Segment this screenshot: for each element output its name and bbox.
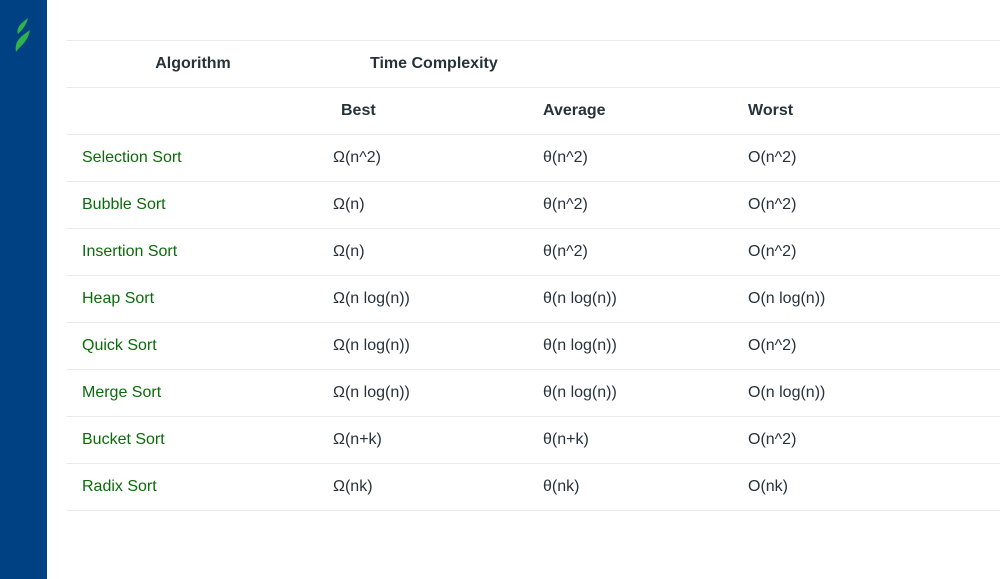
table-row: Selection Sort Ω(n^2) θ(n^2) O(n^2)	[67, 135, 1000, 182]
header-algorithm: Algorithm	[155, 55, 231, 72]
average-case: θ(nk)	[543, 478, 580, 495]
best-case: Ω(n log(n))	[333, 290, 410, 307]
worst-case: O(n^2)	[748, 196, 797, 213]
average-case: θ(n^2)	[543, 149, 588, 166]
worst-case: O(n^2)	[748, 431, 797, 448]
algorithm-name: Quick Sort	[82, 337, 157, 354]
average-case: θ(n log(n))	[543, 384, 617, 401]
algorithm-name: Merge Sort	[82, 384, 162, 401]
worst-case: O(n log(n))	[748, 290, 826, 307]
header-row-main: Algorithm Time Complexity	[67, 40, 1000, 88]
table-row: Heap Sort Ω(n log(n)) θ(n log(n)) O(n lo…	[67, 276, 1000, 323]
table-row: Bucket Sort Ω(n+k) θ(n+k) O(n^2)	[67, 417, 1000, 464]
gfg-logo-icon[interactable]	[10, 16, 38, 56]
average-case: θ(n^2)	[543, 243, 588, 260]
algorithm-name: Selection Sort	[82, 149, 182, 166]
worst-case: O(n log(n))	[748, 384, 826, 401]
sorting-complexity-table: Algorithm Time Complexity Best Average W…	[67, 40, 1000, 511]
header-average: Average	[543, 102, 606, 119]
table-row: Bubble Sort Ω(n) θ(n^2) O(n^2)	[67, 182, 1000, 229]
best-case: Ω(n+k)	[333, 431, 382, 448]
best-case: Ω(n log(n))	[333, 384, 410, 401]
average-case: θ(n^2)	[543, 196, 588, 213]
best-case: Ω(nk)	[333, 478, 373, 495]
algorithm-name: Radix Sort	[82, 478, 157, 495]
algorithm-name: Heap Sort	[82, 290, 155, 307]
left-sidebar	[0, 0, 47, 579]
best-case: Ω(n)	[333, 196, 365, 213]
table-row: Radix Sort Ω(nk) θ(nk) O(nk)	[67, 464, 1000, 511]
best-case: Ω(n^2)	[333, 149, 381, 166]
table-row: Merge Sort Ω(n log(n)) θ(n log(n)) O(n l…	[67, 370, 1000, 417]
worst-case: O(nk)	[748, 478, 788, 495]
algorithm-name: Insertion Sort	[82, 243, 178, 260]
algorithm-name: Bucket Sort	[82, 431, 165, 448]
worst-case: O(n^2)	[748, 243, 797, 260]
header-empty-cell	[67, 88, 319, 135]
average-case: θ(n log(n))	[543, 290, 617, 307]
average-case: θ(n log(n))	[543, 337, 617, 354]
table-row: Insertion Sort Ω(n) θ(n^2) O(n^2)	[67, 229, 1000, 276]
header-best: Best	[341, 102, 376, 119]
table-row: Quick Sort Ω(n log(n)) θ(n log(n)) O(n^2…	[67, 323, 1000, 370]
best-case: Ω(n log(n))	[333, 337, 410, 354]
average-case: θ(n+k)	[543, 431, 589, 448]
best-case: Ω(n)	[333, 243, 365, 260]
worst-case: O(n^2)	[748, 337, 797, 354]
algorithm-name: Bubble Sort	[82, 196, 166, 213]
header-worst: Worst	[748, 102, 794, 119]
header-row-sub: Best Average Worst	[67, 88, 1000, 135]
worst-case: O(n^2)	[748, 149, 797, 166]
complexity-table-container: Algorithm Time Complexity Best Average W…	[67, 40, 1000, 511]
header-time-complexity: Time Complexity	[370, 55, 498, 72]
